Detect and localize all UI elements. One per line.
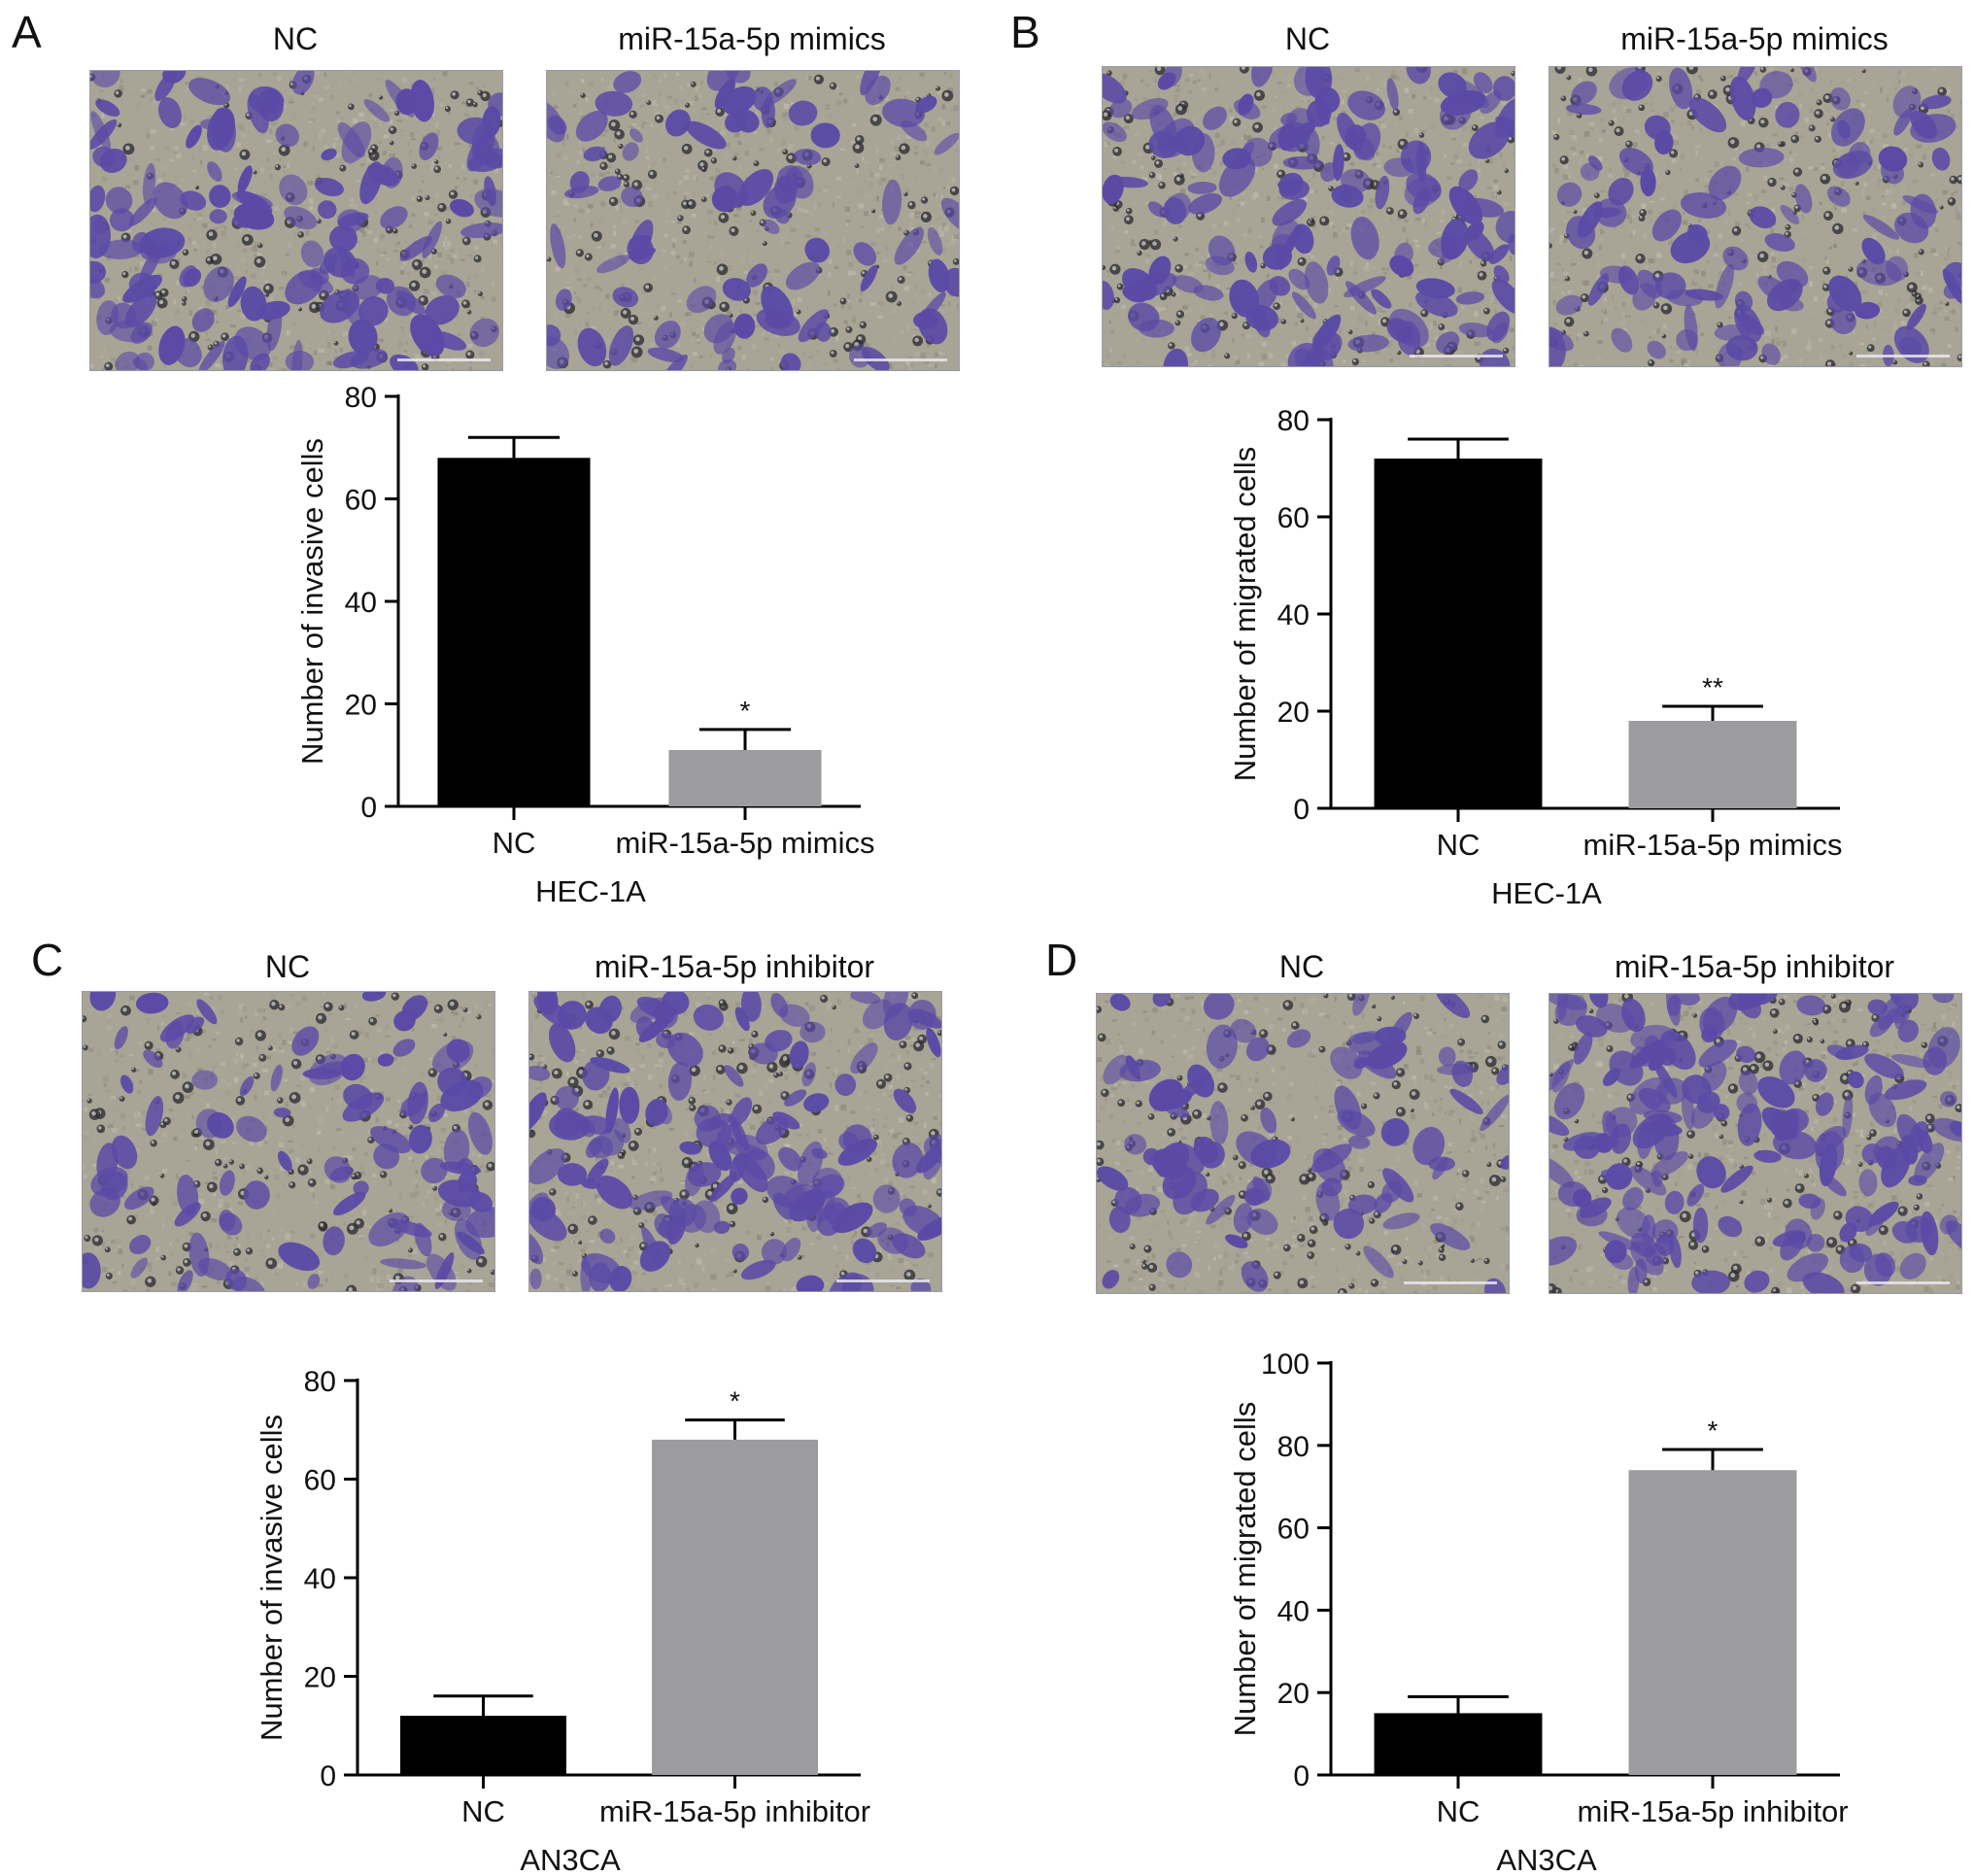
micrograph-texture (90, 71, 502, 370)
bar-chart: 0 20 40 60 80 NC miR-15a-5p inhibitor * AN3CA Num… (255, 1366, 870, 1876)
scale-bar (1410, 355, 1503, 358)
x-tick-label: miR-15a-5p mimics (616, 826, 875, 860)
scale-bar (854, 358, 947, 361)
y-axis-title: Number of invasive cells (255, 1415, 289, 1741)
bar-chart: 0 20 40 60 80 100 NC miR-15a-5p inhibitor * AN3CA… (1228, 1348, 1849, 1876)
y-tick-label: 40 (1277, 599, 1310, 631)
x-tick-label: miR-15a-5p inhibitor (1577, 1794, 1848, 1828)
significance-marker: * (730, 1386, 740, 1416)
y-tick-label: 60 (1277, 502, 1310, 534)
panel-letter: A (12, 7, 42, 57)
micrograph-texture (529, 992, 941, 1291)
scale-bar (390, 1279, 483, 1282)
bar (652, 1439, 818, 1775)
scale-bar (1404, 1281, 1497, 1284)
significance-marker: * (1708, 1416, 1719, 1446)
x-tick-label: miR-15a-5p mimics (1583, 828, 1843, 862)
y-tick-label: 0 (320, 1760, 336, 1792)
micrograph-texture (1103, 67, 1515, 366)
image-title-right: miR-15a-5p inhibitor (594, 949, 875, 984)
scale-bar (1856, 355, 1950, 358)
x-axis-title: HEC-1A (1491, 876, 1602, 910)
x-axis-title: AN3CA (1496, 1843, 1597, 1876)
y-axis-title: Number of migrated cells (1228, 1402, 1262, 1737)
micrograph-image (546, 70, 960, 371)
y-tick-label: 60 (1277, 1514, 1310, 1546)
y-tick-label: 20 (345, 690, 377, 722)
image-title-left: NC (272, 21, 319, 56)
y-axis-title: Number of invasive cells (295, 438, 329, 765)
panel-a: A NC miR-15a-5p mimics 0 20 40 60 80 NC miR-15… (0, 0, 987, 938)
panel-c: C NC miR-15a-5p inhibitor 0 20 40 60 80 NC miR… (0, 935, 987, 1876)
bar (1374, 459, 1543, 808)
bar (400, 1716, 566, 1775)
y-tick-label: 80 (1277, 405, 1310, 437)
y-tick-label: 40 (1277, 1595, 1310, 1627)
micrograph-image (528, 991, 942, 1292)
bar-chart: 0 20 40 60 80 NC miR-15a-5p mimics ** HEC-1A Numb… (1228, 405, 1843, 910)
x-tick-label: NC (1437, 1794, 1480, 1828)
image-title-right: miR-15a-5p inhibitor (1614, 949, 1895, 984)
panel-letter: C (31, 935, 64, 985)
image-title-right: miR-15a-5p mimics (618, 21, 886, 56)
y-tick-label: 0 (360, 792, 377, 824)
scale-bar (397, 358, 491, 361)
micrograph-image (1549, 66, 1962, 367)
y-tick-label: 0 (1293, 794, 1310, 826)
bar-chart: 0 20 40 60 80 NC miR-15a-5p mimics * HEC-1A Numbe… (295, 382, 875, 908)
image-title-left: NC (1284, 21, 1331, 56)
x-tick-label: miR-15a-5p inhibitor (599, 1794, 870, 1828)
image-title-left: NC (1278, 949, 1325, 984)
micrograph-texture (83, 992, 494, 1291)
y-axis-title: Number of migrated cells (1228, 447, 1262, 782)
scale-bar (836, 1279, 930, 1282)
y-tick-label: 80 (304, 1366, 336, 1398)
y-tick-label: 20 (1277, 697, 1310, 729)
y-tick-label: 20 (304, 1662, 336, 1694)
x-axis-title: AN3CA (520, 1843, 621, 1876)
x-axis-title: HEC-1A (535, 874, 646, 908)
micrograph-texture (1097, 994, 1509, 1293)
bar (437, 458, 591, 806)
panel-d: D NC miR-15a-5p inhibitor 0 20 40 60 80 100 NC… (987, 935, 1974, 1876)
significance-marker: * (740, 696, 751, 726)
x-tick-label: NC (1437, 828, 1480, 862)
y-tick-label: 80 (1277, 1431, 1310, 1463)
y-tick-label: 60 (345, 485, 377, 517)
scale-bar (1856, 1281, 1950, 1284)
image-title-right: miR-15a-5p mimics (1620, 21, 1889, 56)
y-tick-label: 60 (304, 1465, 336, 1497)
y-tick-label: 20 (1277, 1678, 1310, 1710)
y-tick-label: 80 (345, 382, 377, 414)
micrograph-image (1096, 993, 1510, 1294)
significance-marker: ** (1702, 672, 1723, 702)
micrograph-texture (547, 71, 959, 370)
x-tick-label: NC (461, 1794, 505, 1828)
micrograph-image (82, 991, 495, 1292)
panel-b: B NC miR-15a-5p mimics 0 20 40 60 80 NC miR-15… (987, 0, 1974, 938)
micrograph-image (1549, 993, 1962, 1294)
panel-letter: B (1010, 7, 1040, 57)
micrograph-texture (1549, 994, 1961, 1293)
micrograph-texture (1549, 67, 1961, 366)
y-tick-label: 100 (1261, 1348, 1310, 1381)
y-tick-label: 40 (304, 1563, 336, 1595)
micrograph-image (89, 70, 503, 371)
y-tick-label: 40 (345, 587, 377, 619)
image-title-left: NC (264, 949, 311, 984)
micrograph-image (1102, 66, 1515, 367)
panel-letter: D (1045, 935, 1078, 985)
bar (668, 749, 822, 806)
x-tick-label: NC (493, 826, 536, 860)
bar (1628, 1470, 1797, 1775)
bar (1628, 721, 1797, 808)
bar (1374, 1713, 1543, 1775)
y-tick-label: 0 (1293, 1760, 1310, 1792)
